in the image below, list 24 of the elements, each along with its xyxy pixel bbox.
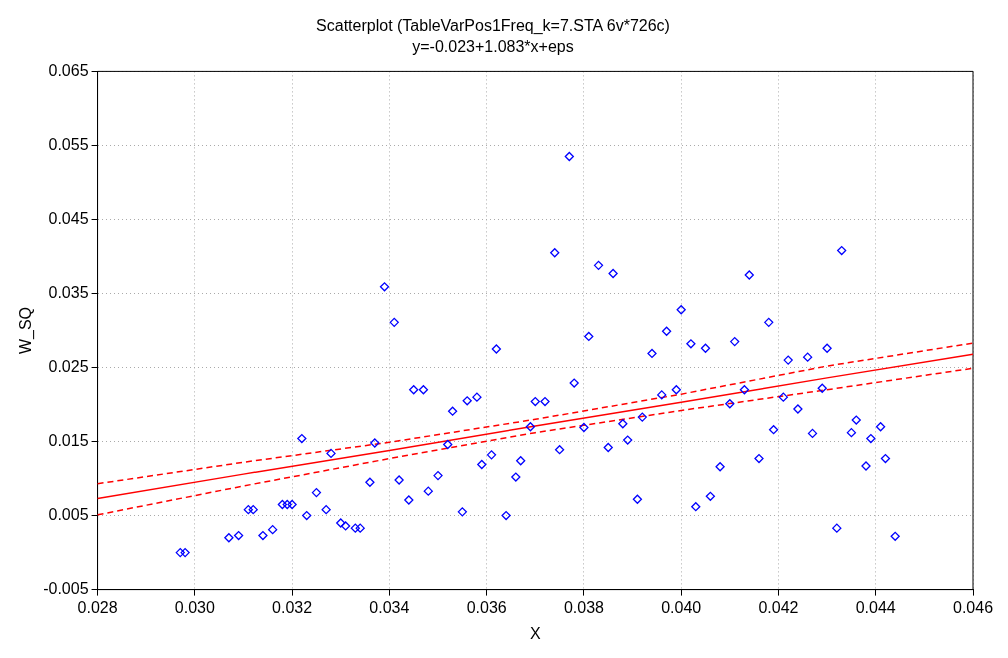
x-tick-label: 0.046: [952, 598, 994, 616]
y-tick-label: 0.065: [48, 61, 89, 79]
x-tick-label: 0.028: [77, 598, 118, 616]
y-tick-label: 0.015: [48, 431, 89, 449]
x-tick-label: 0.032: [272, 598, 313, 616]
y-tick-label: 0.005: [48, 505, 89, 523]
y-tick-label: 0.055: [48, 135, 89, 153]
y-axis-title: W_SQ: [17, 306, 36, 355]
y-tick-label: -0.005: [43, 580, 89, 598]
x-tick-label: 0.044: [855, 598, 896, 616]
x-tick-label: 0.036: [466, 598, 507, 616]
chart-title: Scatterplot (TableVarPos1Freq_k=7.STA 6v*726c): [316, 17, 670, 36]
x-tick-label: 0.042: [758, 598, 799, 616]
x-tick-label: 0.038: [563, 598, 605, 616]
x-tick-label: 0.034: [369, 598, 410, 616]
x-tick-label: 0.040: [661, 598, 702, 616]
chart-subtitle: y=-0.023+1.083*x+eps: [412, 38, 574, 56]
y-tick-label: 0.035: [48, 283, 89, 301]
x-axis-title: X: [529, 624, 541, 642]
line-series: [96, 367, 974, 516]
line-series: [96, 342, 974, 485]
y-tick-label: 0.025: [48, 357, 89, 375]
y-tick-label: 0.045: [48, 209, 89, 227]
x-tick-label: 0.030: [174, 598, 215, 616]
